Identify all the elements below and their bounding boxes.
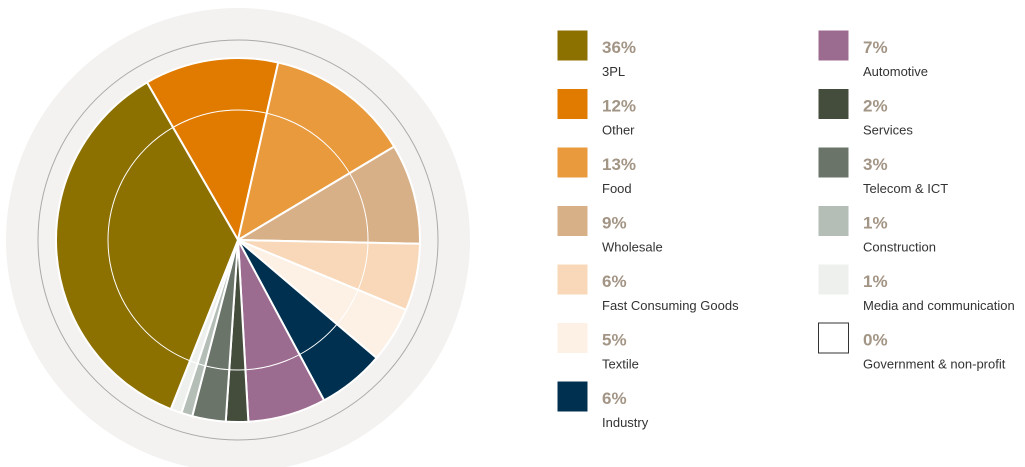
legend-label: Telecom & ICT — [863, 181, 948, 196]
legend-swatch — [818, 206, 849, 236]
legend-label: Media and communication — [863, 298, 1015, 313]
legend-label: Fast Consuming Goods — [602, 298, 739, 313]
legend-swatch — [557, 147, 588, 178]
legend-value: 5% — [602, 331, 627, 350]
legend-label: Food — [602, 181, 632, 196]
legend-label: Wholesale — [602, 240, 663, 255]
legend-label: Textile — [602, 357, 639, 372]
legend-swatch — [818, 322, 849, 354]
legend-swatch — [818, 30, 849, 61]
slice — [236, 61, 396, 243]
legend-value: 1% — [863, 272, 888, 291]
legend-label: Services — [863, 123, 913, 138]
legend-value: 2% — [863, 97, 888, 116]
legend-label: Construction — [863, 240, 936, 255]
legend-label: Government & non-profit — [863, 357, 1006, 372]
slice — [55, 81, 240, 411]
legend-value: 3% — [863, 155, 888, 174]
legend-label: Automotive — [863, 64, 928, 79]
legend-label: Industry — [602, 415, 649, 430]
legend-value: 9% — [602, 214, 627, 233]
legend-swatch — [818, 264, 849, 295]
legend-value: 0% — [863, 331, 888, 350]
legend-swatch — [557, 381, 588, 412]
legend-label: 3PL — [602, 64, 625, 79]
legend-swatch — [557, 264, 588, 295]
legend-swatch — [557, 206, 588, 236]
legend-value: 7% — [863, 38, 888, 57]
legend-value: 6% — [602, 272, 627, 291]
legend-swatch — [557, 89, 588, 119]
legend-swatch — [818, 147, 849, 178]
legend-swatch — [557, 323, 588, 353]
legend-label: Other — [602, 123, 635, 138]
legend-value: 6% — [602, 389, 627, 408]
legend-value: 1% — [863, 214, 888, 233]
slice — [145, 57, 280, 243]
slice — [234, 145, 421, 245]
legend-swatch — [557, 30, 588, 61]
legend-value: 36% — [602, 38, 636, 57]
legend-value: 12% — [602, 97, 636, 116]
inner-ring — [107, 109, 369, 371]
outer-ring — [37, 39, 439, 441]
legend-swatch — [818, 89, 849, 119]
legend-value: 13% — [602, 155, 636, 174]
